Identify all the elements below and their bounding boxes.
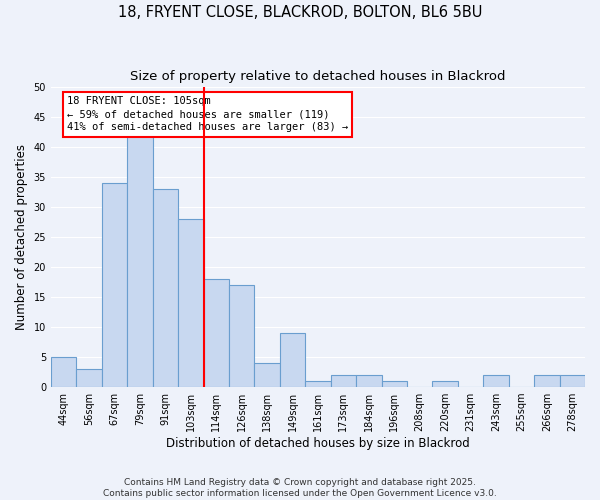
Bar [76,369,102,387]
Bar [483,375,509,387]
Text: 18 FRYENT CLOSE: 105sqm
← 59% of detached houses are smaller (119)
41% of semi-d: 18 FRYENT CLOSE: 105sqm ← 59% of detache… [67,96,348,132]
Bar [254,363,280,387]
Bar [203,279,229,387]
Bar [356,375,382,387]
Bar [229,285,254,387]
Bar [280,333,305,387]
Bar [305,381,331,387]
Text: 18, FRYENT CLOSE, BLACKROD, BOLTON, BL6 5BU: 18, FRYENT CLOSE, BLACKROD, BOLTON, BL6 … [118,5,482,20]
Bar [102,183,127,387]
Bar [382,381,407,387]
Bar [433,381,458,387]
Bar [152,189,178,387]
Bar [178,219,203,387]
Bar [560,375,585,387]
Bar [331,375,356,387]
Bar [51,357,76,387]
Text: Contains HM Land Registry data © Crown copyright and database right 2025.
Contai: Contains HM Land Registry data © Crown c… [103,478,497,498]
Bar [127,135,152,387]
Bar [534,375,560,387]
Title: Size of property relative to detached houses in Blackrod: Size of property relative to detached ho… [130,70,506,83]
X-axis label: Distribution of detached houses by size in Blackrod: Distribution of detached houses by size … [166,437,470,450]
Y-axis label: Number of detached properties: Number of detached properties [15,144,28,330]
